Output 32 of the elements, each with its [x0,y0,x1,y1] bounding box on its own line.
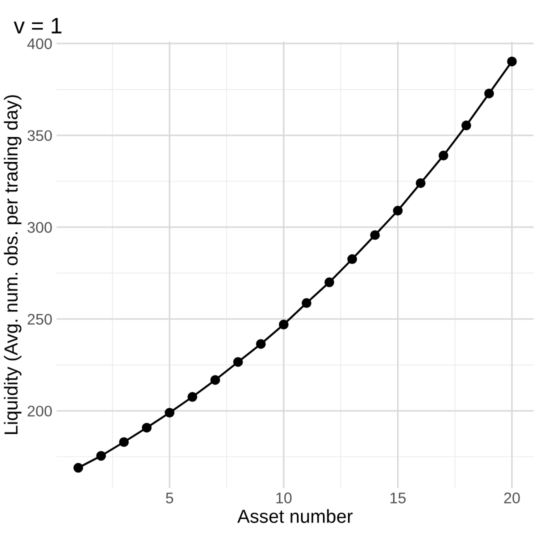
x-tick-label: 5 [166,492,174,504]
point [73,462,84,473]
point [164,408,174,418]
y-tick-label: 350 [28,130,52,142]
point [233,357,243,367]
y-axis-title: Liquidity (Avg. num. obs. per trading day) [4,95,22,434]
point [324,277,334,288]
y-tick-label: 250 [28,314,52,325]
point [438,150,448,160]
y-tick-label: 400 [27,38,52,50]
y-tick-label: 200 [28,406,52,417]
point [256,339,266,349]
point [392,206,403,216]
x-tick-label: 10 [276,492,292,504]
point [119,437,129,447]
point [461,120,472,130]
point [416,178,426,188]
point [278,320,289,330]
point [507,56,517,66]
x-tick-label: 15 [390,492,406,504]
point [370,230,380,240]
point [142,422,152,433]
point [96,450,106,461]
point [484,88,494,98]
x-axis-title: Asset number [237,509,353,523]
point [210,375,220,385]
point [347,254,358,264]
point [302,298,312,308]
point [188,392,198,402]
y-tick-label: 300 [28,222,52,233]
chart-title: v = 1 [14,18,62,34]
x-tick-label: 20 [504,492,520,504]
